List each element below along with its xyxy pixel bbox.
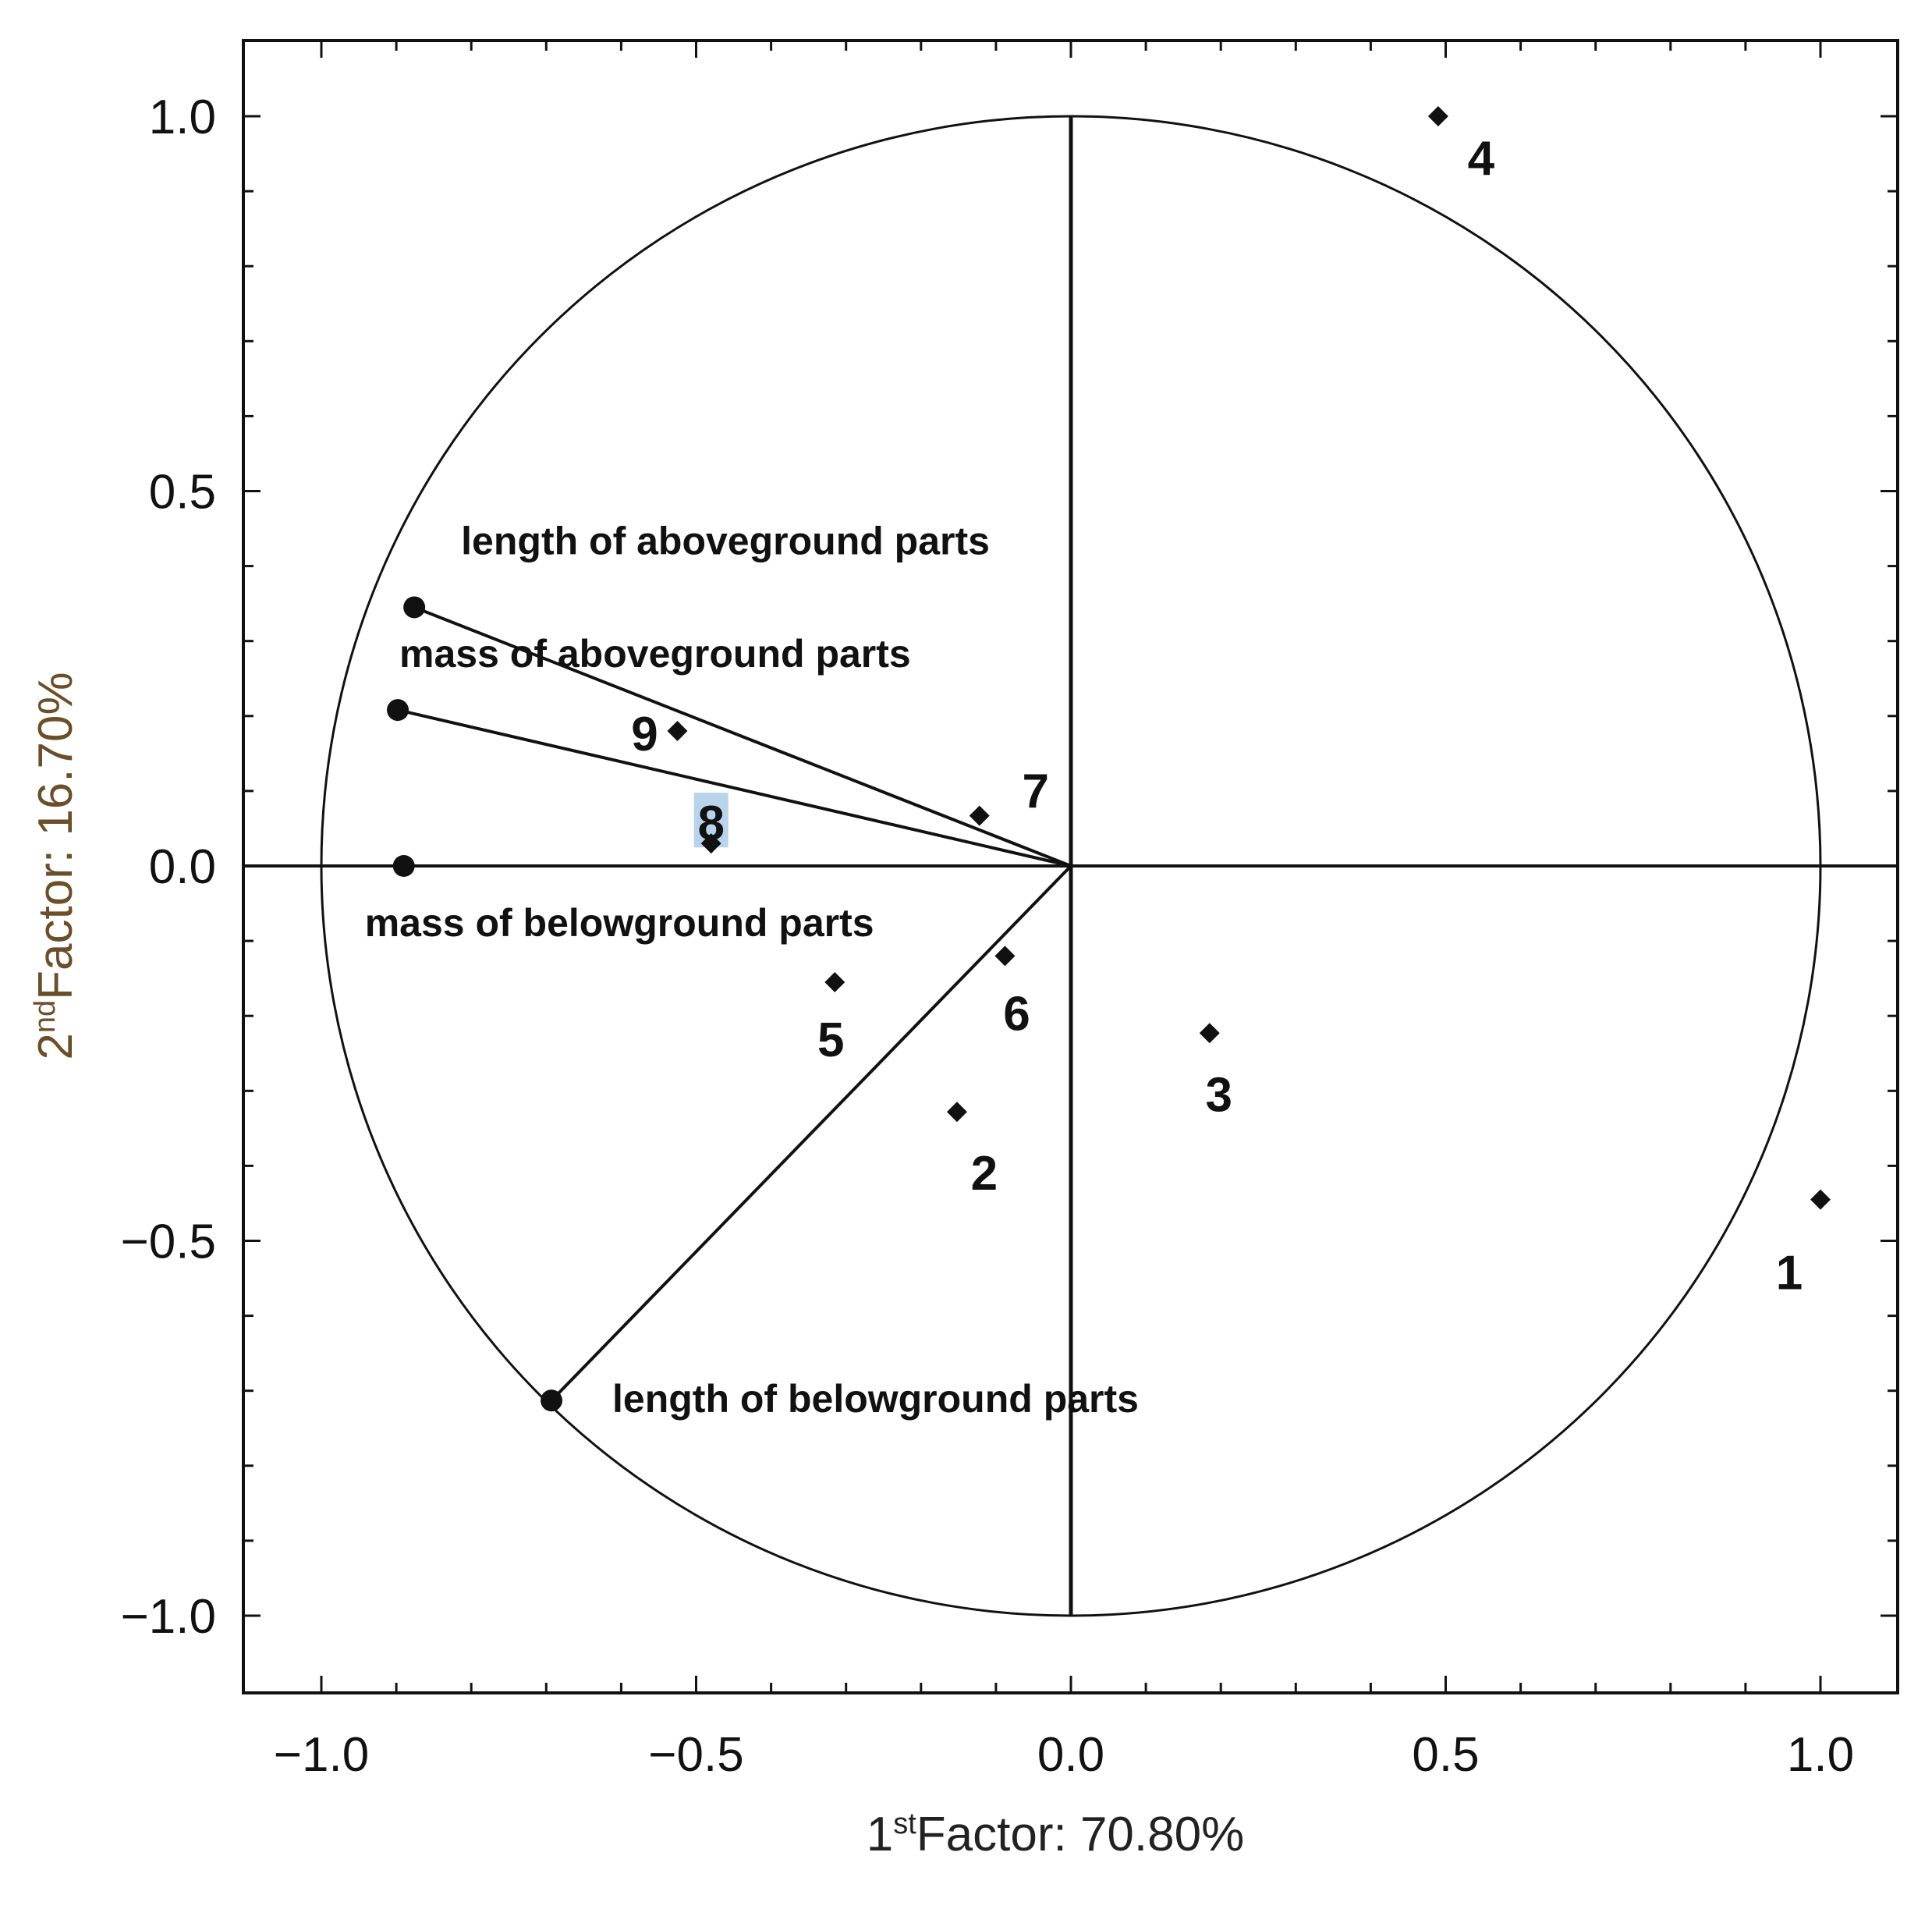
axis-ticks [243,41,1898,1693]
vector-length-of-aboveground-parts [413,605,1072,868]
x-axis-ordinal-suffix: st [893,1808,916,1840]
y-axis-text: Factor: 16.70% [29,672,83,999]
vector-end-mass-of-belowground-parts [392,855,415,877]
observation-label-8: 8 [697,797,724,850]
y-axis-ordinal: 2 [29,1033,83,1059]
observation-label-7: 7 [1023,765,1049,819]
x-axis-ordinal: 1 [867,1808,893,1861]
observation-point-1 [1810,1189,1831,1210]
observation-point-3 [1199,1023,1220,1044]
observation-points: 1 2 3 4 5 6 7 89 [631,106,1831,1300]
observation-label-2: 2 [971,1147,998,1201]
observation-label-3: 3 [1206,1068,1232,1122]
observation-point-7 [969,805,990,826]
y-tick-label: 1.0 [149,90,216,144]
observation-label-5: 5 [817,1013,844,1067]
x-tick-label: 1.0 [1787,1728,1854,1782]
x-axis-text: Factor: 70.80% [916,1808,1244,1861]
observation-point-6 [994,946,1016,967]
axis-tick-labels: −1.0 −0.5 0.0 0.5 1.0 1.0 0.5 0.0 −0.5 −1.0 [121,90,1855,1782]
vector-length-of-belowground-parts [550,864,1072,1402]
vector-end-length-of-aboveground-parts [403,596,426,619]
y-tick-label: −1.0 [121,1590,216,1644]
vector-mass-of-aboveground-parts [397,708,1072,868]
x-tick-label: 0.0 [1037,1728,1104,1782]
y-axis-ordinal-suffix: nd [29,1000,62,1033]
y-tick-label: 0.5 [149,466,216,520]
variable-label-length-of-aboveground-parts: length of aboveground parts [461,519,990,562]
observation-point-4 [1427,106,1448,126]
observation-label-1: 1 [1776,1247,1803,1300]
observation-point-2 [946,1102,967,1123]
variable-label-length-of-belowground-parts: length of belowground parts [612,1377,1139,1421]
variable-label-mass-of-belowground-parts: mass of belowground parts [365,901,874,945]
observation-point-9 [667,721,688,742]
y-tick-label: 0.0 [149,840,216,894]
observation-point-8 [700,833,721,854]
y-tick-label: −0.5 [121,1215,216,1269]
x-tick-label: −1.0 [274,1728,369,1782]
observation-label-4: 4 [1468,132,1495,186]
x-tick-label: −0.5 [648,1728,743,1782]
variable-label-mass-of-aboveground-parts: mass of aboveground parts [399,632,911,676]
x-tick-label: 0.5 [1412,1728,1479,1782]
observation-label-6: 6 [1003,987,1030,1041]
variable-vectors: length of aboveground parts mass of above… [365,519,1139,1421]
vector-end-length-of-belowground-parts [541,1389,563,1412]
observation-point-5 [824,971,845,992]
x-axis-title: 1stFactor: 70.80% [867,1808,1244,1861]
observation-label-9: 9 [631,708,658,761]
y-axis-title: 2ndFactor: 16.70% [29,672,83,1059]
vector-end-mass-of-aboveground-parts [387,699,409,722]
